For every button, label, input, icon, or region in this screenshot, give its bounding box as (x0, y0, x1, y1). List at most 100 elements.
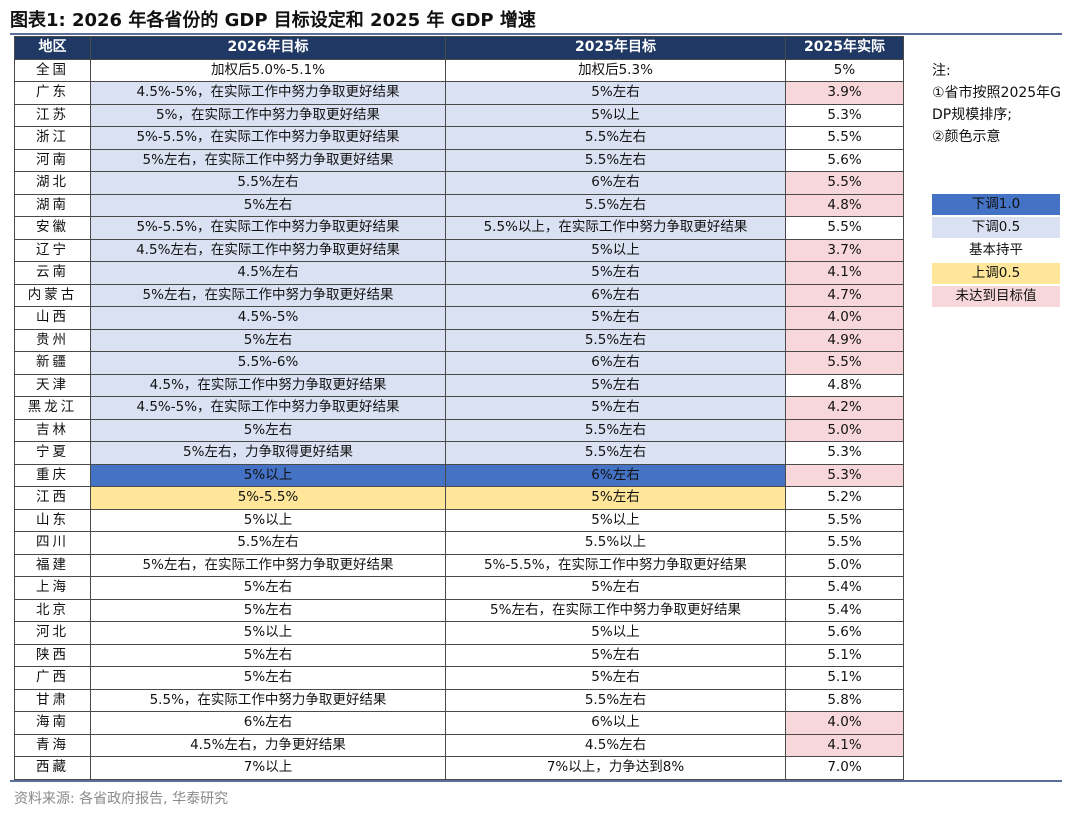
cell-target-2026: 5%以上 (90, 621, 446, 645)
cell-region: 安徽 (14, 216, 91, 240)
cell-target-2026: 5%-5.5%，在实际工作中努力争取更好结果 (90, 126, 446, 150)
table-row: 全国 加权后5.0%-5.1% 加权后5.3% 5% (14, 58, 904, 82)
header-actual-2025: 2025年实际 (785, 36, 904, 60)
cell-actual-2025: 4.0% (785, 306, 904, 330)
cell-region: 河南 (14, 148, 91, 172)
table-row: 重庆 5%以上 6%左右 5.3% (14, 463, 904, 487)
cell-target-2025: 4.5%左右 (445, 733, 786, 757)
cell-actual-2025: 4.0% (785, 711, 904, 735)
cell-target-2026: 加权后5.0%-5.1% (90, 58, 446, 82)
cell-target-2026: 4.5%-5% (90, 306, 446, 330)
cell-actual-2025: 5.2% (785, 486, 904, 510)
table-row: 河北 5%以上 5%以上 5.6% (14, 621, 904, 645)
cell-actual-2025: 5.0% (785, 418, 904, 442)
table-row: 安徽 5%-5.5%，在实际工作中努力争取更好结果 5.5%以上，在实际工作中努力争… (14, 216, 904, 240)
table-row: 江西 5%-5.5% 5%左右 5.2% (14, 486, 904, 510)
cell-actual-2025: 3.9% (785, 81, 904, 105)
table-row: 天津 4.5%，在实际工作中努力争取更好结果 5%左右 4.8% (14, 373, 904, 397)
legend-item-down05: 下调0.5 (932, 217, 1060, 238)
cell-target-2026: 4.5%-5%，在实际工作中努力争取更好结果 (90, 81, 446, 105)
cell-target-2025: 6%左右 (445, 283, 786, 307)
table-row: 山东 5%以上 5%以上 5.5% (14, 508, 904, 532)
cell-actual-2025: 5.1% (785, 666, 904, 690)
cell-target-2026: 5%左右 (90, 328, 446, 352)
page-title: 图表1: 2026 年各省份的 GDP 目标设定和 2025 年 GDP 增速 (10, 10, 536, 31)
cell-region: 山东 (14, 508, 91, 532)
cell-target-2026: 5%左右 (90, 643, 446, 667)
cell-target-2026: 4.5%，在实际工作中努力争取更好结果 (90, 373, 446, 397)
table-row: 青海 4.5%左右，力争更好结果 4.5%左右 4.1% (14, 733, 904, 757)
cell-region: 湖北 (14, 171, 91, 195)
cell-actual-2025: 5.6% (785, 621, 904, 645)
cell-target-2026: 5%左右，力争取得更好结果 (90, 441, 446, 465)
table-row: 陕西 5%左右 5%左右 5.1% (14, 643, 904, 667)
cell-target-2025: 5.5%以上，在实际工作中努力争取更好结果 (445, 216, 786, 240)
cell-target-2026: 5%左右 (90, 576, 446, 600)
cell-target-2026: 5%左右 (90, 598, 446, 622)
note-color: ②颜色示意 (932, 129, 1001, 145)
cell-target-2025: 加权后5.3% (445, 58, 786, 82)
cell-actual-2025: 4.1% (785, 261, 904, 285)
legend-item-down10: 下调1.0 (932, 194, 1060, 215)
legend-item-up05: 上调0.5 (932, 263, 1060, 284)
cell-target-2026: 5%左右，在实际工作中努力争取更好结果 (90, 553, 446, 577)
bottom-rule (10, 780, 1062, 782)
table-row: 贵州 5%左右 5.5%左右 4.9% (14, 328, 904, 352)
source-note: 资料来源: 各省政府报告, 华泰研究 (14, 791, 229, 807)
cell-target-2025: 5%左右 (445, 486, 786, 510)
cell-region: 天津 (14, 373, 91, 397)
cell-actual-2025: 4.9% (785, 328, 904, 352)
cell-region: 上海 (14, 576, 91, 600)
table-row: 北京 5%左右 5%左右，在实际工作中努力争取更好结果 5.4% (14, 598, 904, 622)
cell-target-2026: 5%-5.5% (90, 486, 446, 510)
cell-target-2025: 5.5%左右 (445, 688, 786, 712)
cell-target-2025: 5%左右 (445, 306, 786, 330)
cell-target-2025: 5%左右 (445, 643, 786, 667)
cell-target-2025: 5.5%左右 (445, 328, 786, 352)
cell-target-2026: 5%以上 (90, 463, 446, 487)
cell-actual-2025: 7.0% (785, 756, 904, 780)
color-legend: 下调1.0 下调0.5 基本持平 上调0.5 未达到目标值 (932, 194, 1060, 309)
cell-target-2025: 6%左右 (445, 463, 786, 487)
table-row: 福建 5%左右，在实际工作中努力争取更好结果 5%-5.5%，在实际工作中努力争取更… (14, 553, 904, 577)
table-row: 湖南 5%左右 5.5%左右 4.8% (14, 193, 904, 217)
cell-target-2026: 5%左右 (90, 193, 446, 217)
cell-target-2025: 5%左右 (445, 261, 786, 285)
note-heading: 注: (932, 63, 951, 79)
cell-region: 西藏 (14, 756, 91, 780)
cell-target-2025: 5%以上 (445, 238, 786, 262)
cell-actual-2025: 5.5% (785, 531, 904, 555)
cell-target-2025: 5.5%左右 (445, 126, 786, 150)
cell-target-2025: 5%-5.5%，在实际工作中努力争取更好结果 (445, 553, 786, 577)
cell-target-2025: 6%左右 (445, 171, 786, 195)
cell-actual-2025: 5.5% (785, 171, 904, 195)
table-row: 辽宁 4.5%左右，在实际工作中努力争取更好结果 5%以上 3.7% (14, 238, 904, 262)
cell-actual-2025: 4.8% (785, 373, 904, 397)
cell-target-2026: 4.5%左右，力争更好结果 (90, 733, 446, 757)
cell-actual-2025: 4.1% (785, 733, 904, 757)
cell-region: 浙江 (14, 126, 91, 150)
cell-actual-2025: 4.7% (785, 283, 904, 307)
cell-actual-2025: 4.2% (785, 396, 904, 420)
table-row: 西藏 7%以上 7%以上，力争达到8% 7.0% (14, 756, 904, 780)
cell-target-2025: 5.5%左右 (445, 193, 786, 217)
cell-region: 黑龙江 (14, 396, 91, 420)
table-row: 甘肃 5.5%，在实际工作中努力争取更好结果 5.5%左右 5.8% (14, 688, 904, 712)
cell-target-2025: 5%左右，在实际工作中努力争取更好结果 (445, 598, 786, 622)
notes: 注: ①省市按照2025年GDP规模排序; ②颜色示意 (932, 60, 1067, 148)
cell-actual-2025: 5.3% (785, 441, 904, 465)
cell-target-2025: 6%左右 (445, 351, 786, 375)
cell-target-2025: 5%左右 (445, 373, 786, 397)
cell-region: 河北 (14, 621, 91, 645)
table-row: 广东 4.5%-5%，在实际工作中努力争取更好结果 5%左右 3.9% (14, 81, 904, 105)
cell-actual-2025: 5.5% (785, 126, 904, 150)
cell-target-2026: 5.5%-6% (90, 351, 446, 375)
cell-target-2026: 5%，在实际工作中努力争取更好结果 (90, 103, 446, 127)
cell-region: 广东 (14, 81, 91, 105)
table-row: 新疆 5.5%-6% 6%左右 5.5% (14, 351, 904, 375)
cell-region: 内蒙古 (14, 283, 91, 307)
cell-target-2025: 5.5%左右 (445, 441, 786, 465)
table-row: 湖北 5.5%左右 6%左右 5.5% (14, 171, 904, 195)
cell-actual-2025: 5.4% (785, 576, 904, 600)
cell-target-2026: 4.5%左右，在实际工作中努力争取更好结果 (90, 238, 446, 262)
